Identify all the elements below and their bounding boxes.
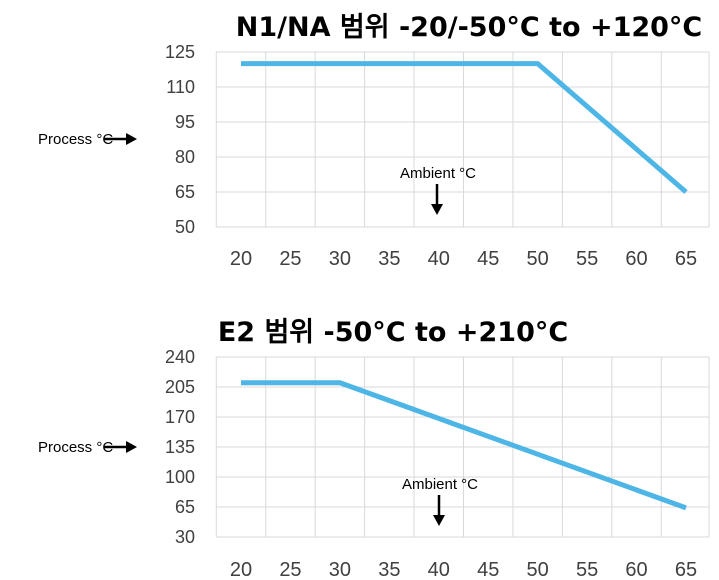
x-tick-label: 55 [576,559,598,580]
chart-2-grid [215,356,710,538]
chart-1-xlabel: Ambient °C [400,165,476,182]
chart-1-ylabel-arrow [104,133,137,145]
y-tick-label: 95 [175,112,195,132]
x-tick-label: 45 [477,248,499,270]
chart-1-xlabel-arrow [431,184,443,215]
x-tick-label: 25 [279,248,301,270]
chart-1-x-ticks: 20 25 30 35 40 45 50 55 60 65 [230,248,697,270]
x-tick-label: 30 [329,559,351,580]
chart-2-xlabel-arrow [433,495,445,526]
chart-2-ylabel-arrow [104,441,137,453]
x-tick-label: 60 [625,248,647,270]
y-tick-label: 240 [165,347,195,367]
y-tick-label: 30 [175,527,195,547]
y-tick-label: 135 [165,437,195,457]
chart-1-title: N1/NA 범위 -20/-50°C to +120°C [236,12,703,43]
x-tick-label: 65 [675,559,697,580]
x-tick-label: 40 [428,248,450,270]
chart-1-y-ticks: 125 110 95 80 65 50 [165,42,195,237]
x-tick-label: 25 [279,559,301,580]
chart-2-title: E2 범위 -50°C to +210°C [218,317,568,348]
x-tick-label: 20 [230,248,252,270]
y-tick-label: 80 [175,147,195,167]
y-tick-label: 110 [166,77,195,97]
chart-1: N1/NA 범위 -20/-50°C to +120°C 125 110 95 80 6… [38,12,710,270]
chart-2-x-ticks: 20 25 30 35 40 45 50 55 60 65 [230,559,697,580]
chart-2-y-ticks: 240 205 170 135 100 65 30 [165,347,195,547]
x-tick-label: 35 [378,559,400,580]
x-tick-label: 30 [329,248,351,270]
chart-2-ylabel: Process °C [38,439,113,456]
y-tick-label: 50 [175,217,195,237]
x-tick-label: 40 [428,559,450,580]
chart-2-series-line [241,380,687,511]
x-tick-label: 20 [230,559,252,580]
x-tick-label: 35 [378,248,400,270]
y-tick-label: 65 [175,497,195,517]
x-tick-label: 65 [675,248,697,270]
y-tick-label: 65 [175,182,195,202]
x-tick-label: 45 [477,559,499,580]
y-tick-label: 125 [165,42,195,62]
chart-1-series-line [241,61,688,194]
chart-1-grid [215,51,710,228]
y-tick-label: 170 [165,407,195,427]
y-tick-label: 100 [165,467,195,487]
y-tick-label: 205 [165,377,195,397]
x-tick-label: 60 [625,559,647,580]
x-tick-label: 50 [527,559,549,580]
chart-1-ylabel: Process °C [38,131,113,148]
chart-2-xlabel: Ambient °C [402,476,478,493]
x-tick-label: 55 [576,248,598,270]
x-tick-label: 50 [527,248,549,270]
chart-2: E2 범위 -50°C to +210°C 240 205 170 135 100 65 3… [38,317,710,580]
